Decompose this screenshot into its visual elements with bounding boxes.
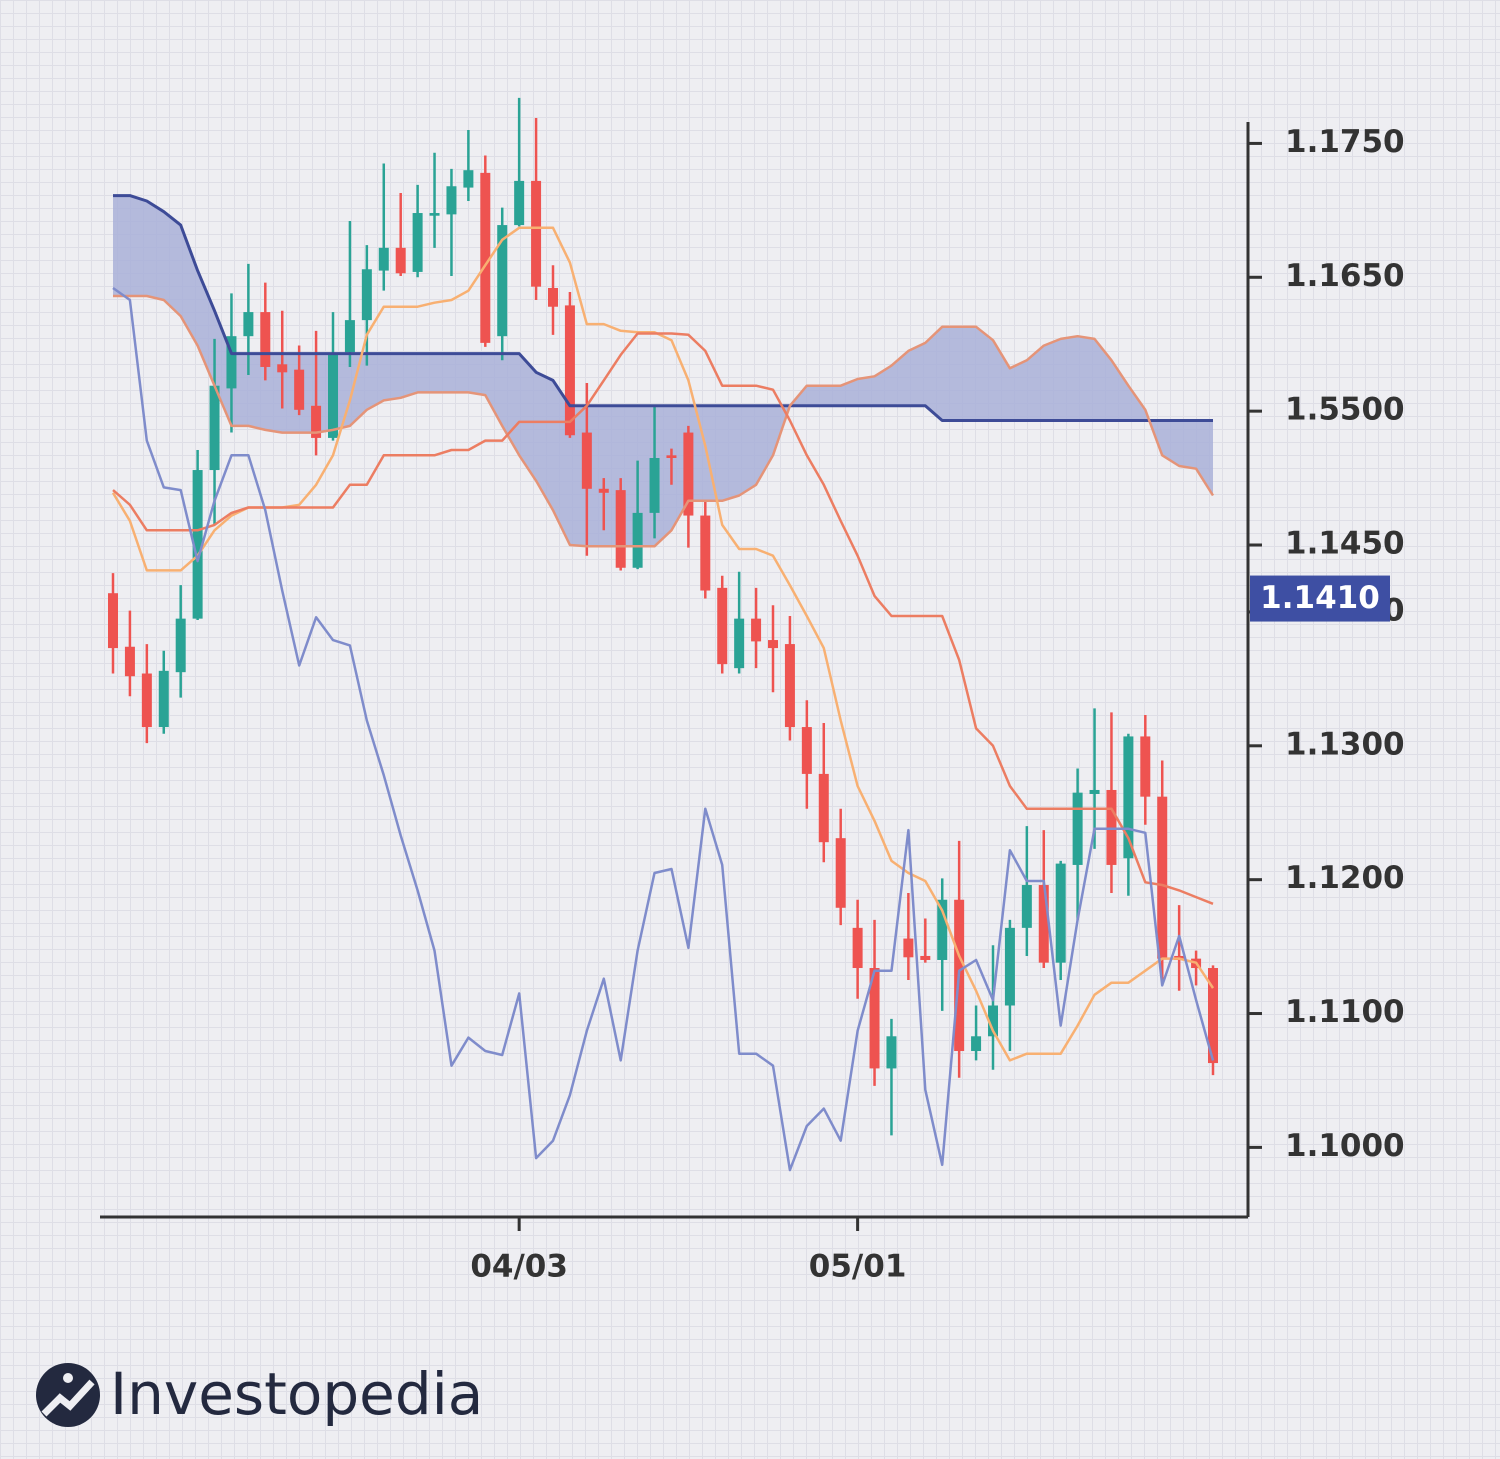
candle-body bbox=[564, 305, 575, 436]
candle-body bbox=[937, 899, 948, 960]
candle-body bbox=[1208, 968, 1218, 1064]
candle-body bbox=[1123, 736, 1134, 859]
x-tick-label: 04/03 bbox=[470, 1249, 568, 1285]
candle-body bbox=[226, 336, 237, 389]
x-tick-label: 05/01 bbox=[809, 1249, 907, 1285]
candle-body bbox=[700, 515, 711, 591]
candle-body bbox=[378, 247, 389, 271]
y-tick-label: 1.1000 bbox=[1285, 1128, 1405, 1164]
candle-body bbox=[1072, 792, 1083, 865]
indicator-line bbox=[112, 286, 1215, 1172]
candle-body bbox=[548, 287, 558, 307]
candle-body bbox=[429, 213, 440, 216]
candle-body bbox=[1038, 885, 1049, 963]
candle-body bbox=[497, 225, 508, 337]
candle-body bbox=[649, 457, 660, 513]
candle-body bbox=[852, 927, 863, 969]
candle-body bbox=[480, 172, 491, 343]
candle-body bbox=[988, 1005, 998, 1037]
candle-body bbox=[886, 1036, 897, 1069]
candle-body bbox=[666, 455, 677, 458]
y-tick-label: 1.5500 bbox=[1285, 392, 1405, 428]
candle-body bbox=[395, 247, 406, 274]
logo-dot bbox=[63, 1373, 73, 1383]
price-marker bbox=[1250, 575, 1390, 622]
candle-body bbox=[514, 180, 525, 226]
indicator-line bbox=[112, 332, 1214, 905]
indicator-line bbox=[111, 226, 1215, 1062]
brand: Investopedia bbox=[110, 1360, 483, 1428]
y-tick-label: 1.1650 bbox=[1285, 258, 1405, 294]
candle-body bbox=[277, 364, 288, 373]
candle-body bbox=[835, 838, 846, 908]
logo-mark bbox=[41, 1379, 95, 1417]
candle-body bbox=[734, 618, 745, 669]
candle-body bbox=[751, 618, 762, 642]
candle-body bbox=[446, 186, 457, 215]
candle-body bbox=[1055, 863, 1066, 963]
price-marker-label: 1.1410 bbox=[1260, 580, 1380, 616]
candle-body bbox=[108, 593, 118, 649]
logo-circle bbox=[36, 1363, 100, 1427]
candle-body bbox=[175, 618, 186, 673]
y-tick-label: 1.1100 bbox=[1285, 994, 1405, 1030]
candle-body bbox=[1089, 789, 1100, 794]
candle-body bbox=[920, 955, 931, 960]
candle-body bbox=[615, 490, 626, 568]
candle-body bbox=[768, 640, 778, 649]
candle-body bbox=[141, 673, 152, 728]
candle-body bbox=[412, 213, 423, 272]
candle-body bbox=[361, 269, 372, 321]
candle-body bbox=[1004, 927, 1015, 1006]
candle-body bbox=[192, 470, 203, 619]
candle-body bbox=[260, 312, 271, 367]
candle-body bbox=[209, 385, 220, 471]
candle-body bbox=[1106, 789, 1117, 865]
logo bbox=[36, 1363, 100, 1427]
candle-body bbox=[124, 646, 135, 677]
candle-body bbox=[328, 354, 338, 438]
candle-body bbox=[903, 938, 914, 958]
candle-body bbox=[717, 587, 728, 665]
candle-body bbox=[1140, 736, 1151, 797]
indicator-line bbox=[113, 294, 1215, 548]
candle-body bbox=[311, 405, 322, 438]
candle-body bbox=[243, 312, 254, 337]
y-tick-label: 1.1200 bbox=[1285, 860, 1405, 896]
candle-body bbox=[683, 432, 694, 516]
candle-body bbox=[294, 369, 305, 410]
candle-body bbox=[531, 180, 542, 287]
candle-body bbox=[971, 1036, 982, 1052]
candle-body bbox=[581, 432, 592, 489]
candle-body bbox=[344, 320, 355, 353]
candle-body bbox=[784, 644, 795, 728]
candle-body bbox=[1021, 885, 1032, 928]
candle-body bbox=[598, 488, 609, 493]
candle-body bbox=[818, 773, 829, 843]
candle-body bbox=[632, 512, 643, 568]
candle-body bbox=[158, 670, 169, 728]
candle-body bbox=[801, 727, 812, 774]
indicator-line bbox=[113, 194, 1213, 422]
y-tick-label: 1.1750 bbox=[1285, 124, 1405, 160]
y-tick-label: 1.1450 bbox=[1285, 526, 1405, 562]
candle-body bbox=[869, 968, 880, 1069]
candle-body bbox=[463, 170, 474, 188]
y-tick-label: 1.1300 bbox=[1285, 726, 1405, 762]
candle-body bbox=[1157, 796, 1168, 959]
